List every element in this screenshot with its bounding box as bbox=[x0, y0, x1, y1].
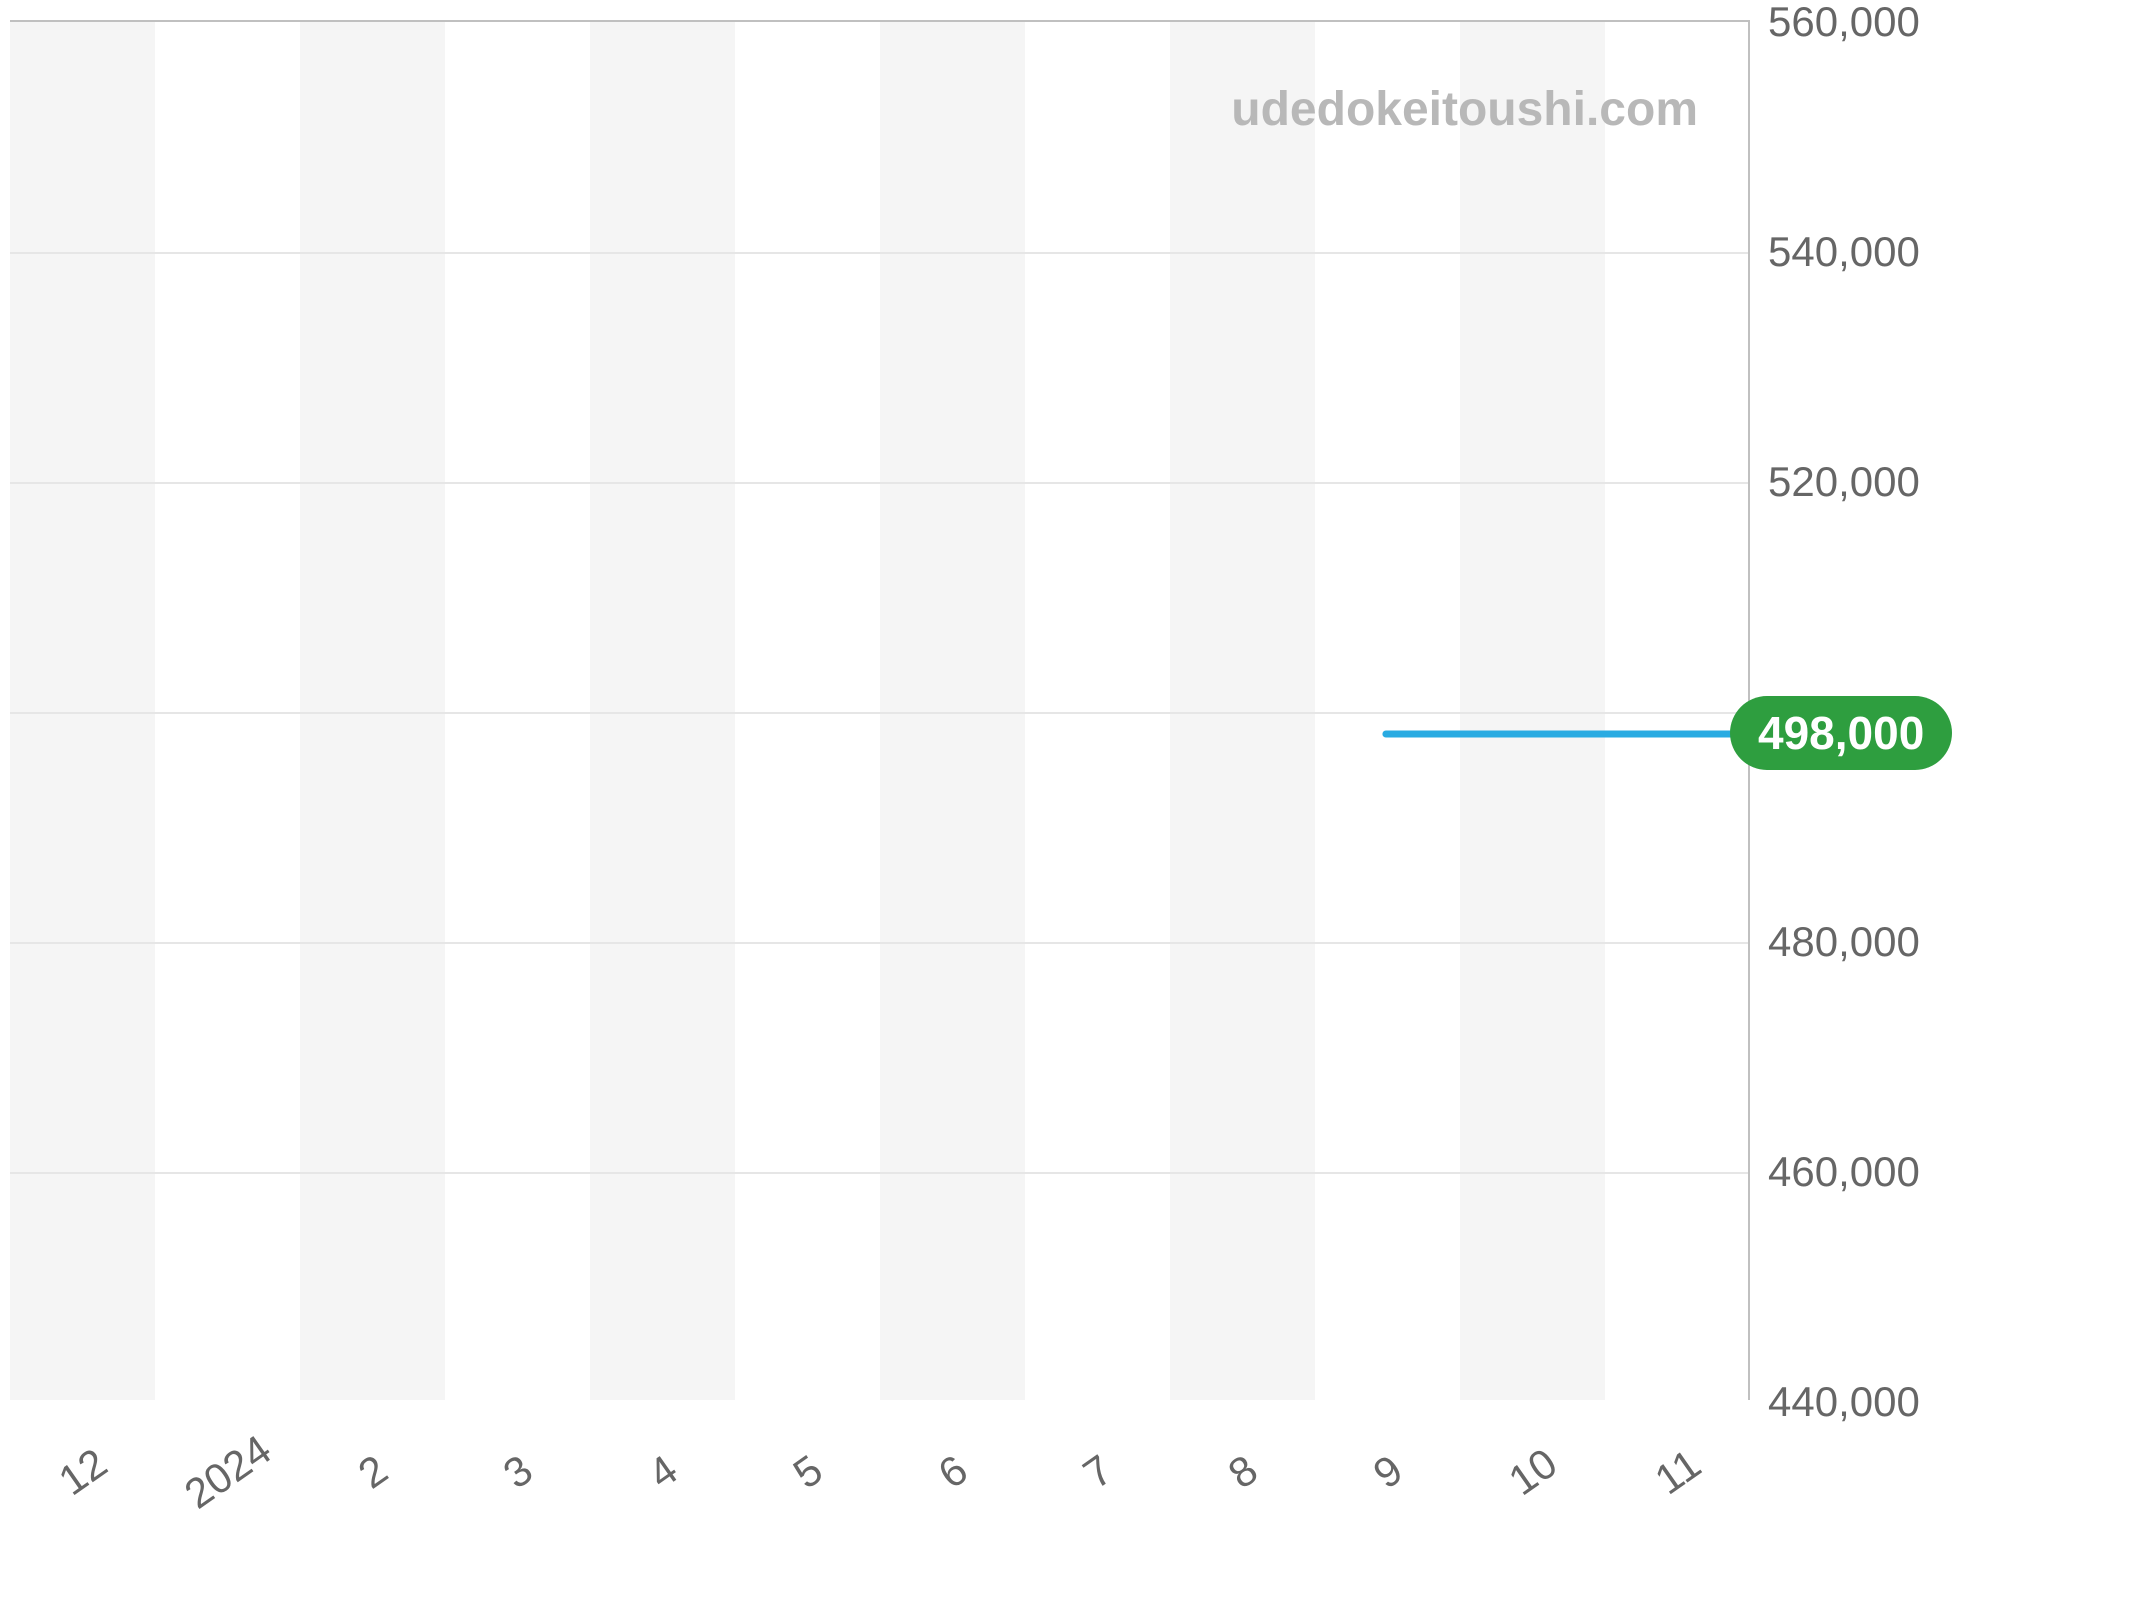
price-line bbox=[10, 22, 1748, 1400]
last-price-badge: 498,000 bbox=[1730, 696, 1952, 770]
gridline-h bbox=[10, 482, 1748, 484]
y-tick-label: 540,000 bbox=[1748, 228, 1920, 276]
x-tick-label: 12 bbox=[50, 1439, 116, 1505]
x-tick-label: 6 bbox=[929, 1446, 976, 1499]
x-tick-label: 5 bbox=[784, 1446, 831, 1499]
x-tick-label: 11 bbox=[1646, 1440, 1709, 1504]
gridline-h bbox=[10, 1172, 1748, 1174]
x-tick-label: 10 bbox=[1500, 1439, 1566, 1505]
x-tick-label: 8 bbox=[1219, 1446, 1266, 1499]
x-tick-label: 2 bbox=[349, 1446, 396, 1499]
x-tick-label: 9 bbox=[1364, 1446, 1411, 1499]
gridline-h bbox=[10, 252, 1748, 254]
gridline-h bbox=[10, 942, 1748, 944]
y-tick-label: 460,000 bbox=[1748, 1148, 1920, 1196]
x-tick-label: 7 bbox=[1074, 1446, 1121, 1499]
y-tick-label: 560,000 bbox=[1748, 0, 1920, 46]
y-tick-label: 440,000 bbox=[1748, 1378, 1920, 1426]
x-tick-label: 2024 bbox=[175, 1426, 279, 1519]
y-tick-label: 480,000 bbox=[1748, 918, 1920, 966]
gridline-h bbox=[10, 712, 1748, 714]
x-tick-label: 3 bbox=[494, 1446, 541, 1499]
y-tick-label: 520,000 bbox=[1748, 458, 1920, 506]
price-chart: udedokeitoushi.com 440,000 460,000 480,000… bbox=[0, 0, 2144, 1600]
plot-area: udedokeitoushi.com 440,000460,000480,000… bbox=[10, 20, 1750, 1400]
watermark-text: udedokeitoushi.com bbox=[1231, 82, 1698, 137]
last-price-value: 498,000 bbox=[1758, 706, 1924, 760]
x-tick-label: 4 bbox=[639, 1446, 686, 1499]
